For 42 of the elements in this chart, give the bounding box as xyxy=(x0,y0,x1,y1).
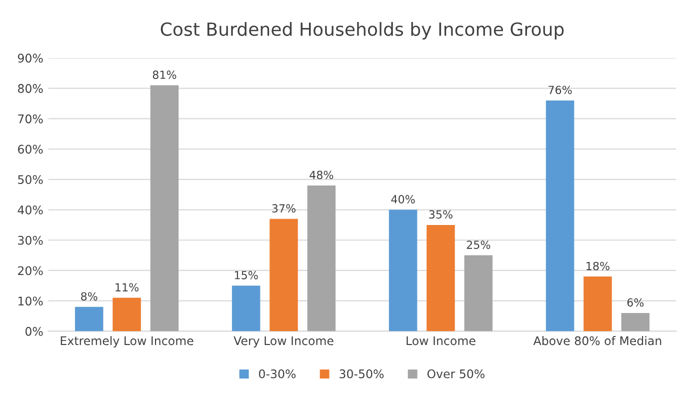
y-tick-label: 20% xyxy=(18,266,43,276)
legend-label: 0-30% xyxy=(259,369,296,378)
data-label: 37% xyxy=(272,204,296,213)
data-label: 81% xyxy=(152,70,176,79)
chart-title: Cost Burdened Households by Income Group xyxy=(160,22,564,40)
data-label: 15% xyxy=(234,270,258,280)
y-tick-label: 60% xyxy=(18,144,43,154)
x-tick-label: Low Income xyxy=(406,336,476,346)
data-label: 6% xyxy=(627,298,644,307)
data-label: 40% xyxy=(391,195,415,204)
bar xyxy=(621,312,650,332)
y-tick-label: 90% xyxy=(18,54,43,63)
bar xyxy=(546,100,574,332)
y-tick-label: 40% xyxy=(18,205,43,214)
bar xyxy=(150,85,179,332)
bar xyxy=(464,255,493,332)
bar xyxy=(388,210,418,332)
data-label: 48% xyxy=(310,170,334,180)
legend-label: Over 50% xyxy=(427,369,484,378)
x-tick-label: Extremely Low Income xyxy=(60,336,194,348)
data-label: 8% xyxy=(81,292,98,301)
y-tick-label: 50% xyxy=(18,175,43,184)
y-tick-label: 10% xyxy=(18,296,43,306)
data-label: 35% xyxy=(429,210,452,219)
y-tick-label: 80% xyxy=(18,84,43,93)
bar xyxy=(426,224,455,332)
bar xyxy=(112,298,141,332)
data-label: 25% xyxy=(466,240,490,249)
bar xyxy=(584,276,612,332)
data-label: 76% xyxy=(548,86,572,94)
legend-label: 30-50% xyxy=(340,369,384,378)
y-tick-label: 0% xyxy=(25,326,43,336)
data-label: 11% xyxy=(116,283,139,292)
x-tick-label: Above 80% of Median xyxy=(533,336,662,346)
data-label: 18% xyxy=(586,262,610,270)
bar xyxy=(270,218,298,332)
y-tick-label: 70% xyxy=(18,114,43,124)
x-tick-label: Very Low Income xyxy=(234,336,334,348)
bar xyxy=(74,306,104,332)
bar xyxy=(307,185,336,332)
y-tick-label: 30% xyxy=(18,236,43,245)
bar xyxy=(232,286,260,332)
